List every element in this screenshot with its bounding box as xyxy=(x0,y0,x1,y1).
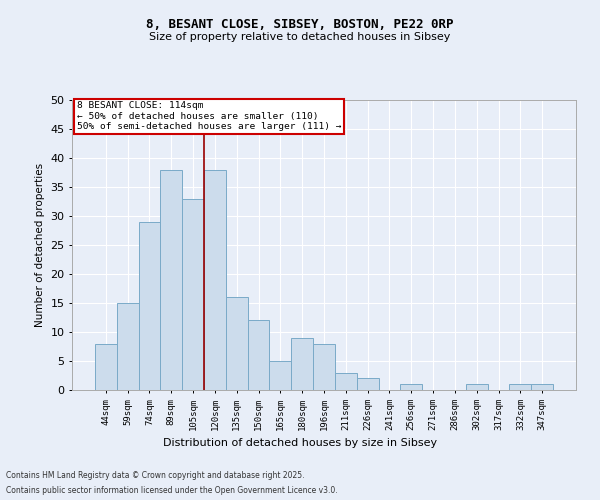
Bar xyxy=(400,384,422,390)
Bar xyxy=(509,384,531,390)
Bar xyxy=(531,384,553,390)
Text: Contains HM Land Registry data © Crown copyright and database right 2025.: Contains HM Land Registry data © Crown c… xyxy=(6,471,305,480)
Bar xyxy=(335,372,357,390)
Y-axis label: Number of detached properties: Number of detached properties xyxy=(35,163,44,327)
Bar xyxy=(95,344,117,390)
Text: Size of property relative to detached houses in Sibsey: Size of property relative to detached ho… xyxy=(149,32,451,42)
Text: 8, BESANT CLOSE, SIBSEY, BOSTON, PE22 0RP: 8, BESANT CLOSE, SIBSEY, BOSTON, PE22 0R… xyxy=(146,18,454,30)
Bar xyxy=(139,222,160,390)
Bar xyxy=(313,344,335,390)
Bar xyxy=(291,338,313,390)
Bar xyxy=(117,303,139,390)
Bar xyxy=(226,297,248,390)
Bar xyxy=(182,198,204,390)
Bar xyxy=(248,320,269,390)
Text: 8 BESANT CLOSE: 114sqm
← 50% of detached houses are smaller (110)
50% of semi-de: 8 BESANT CLOSE: 114sqm ← 50% of detached… xyxy=(77,102,341,132)
Text: Contains public sector information licensed under the Open Government Licence v3: Contains public sector information licen… xyxy=(6,486,338,495)
Bar xyxy=(357,378,379,390)
Bar xyxy=(269,361,291,390)
Bar xyxy=(160,170,182,390)
Bar xyxy=(466,384,488,390)
Text: Distribution of detached houses by size in Sibsey: Distribution of detached houses by size … xyxy=(163,438,437,448)
Bar xyxy=(204,170,226,390)
